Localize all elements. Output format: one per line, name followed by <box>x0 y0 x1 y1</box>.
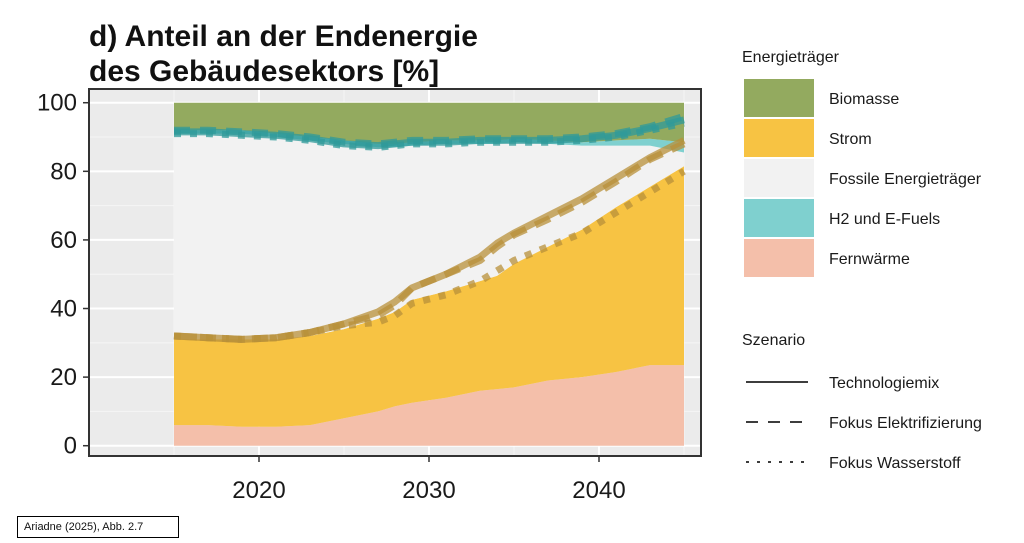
area-fossile-energietraeger <box>174 133 684 340</box>
legend-label-fernwaerme: Fernwärme <box>829 251 910 268</box>
source-note: Ariadne (2025), Abb. 2.7 <box>17 516 179 538</box>
x-axis: 2020 2030 2040 <box>232 456 626 504</box>
y-axis: 0 20 40 60 80 100 <box>37 90 89 460</box>
legend-swatch-biomasse <box>744 79 814 117</box>
area-fernwaerme <box>174 365 684 446</box>
legend-energy: Energieträger Biomasse Strom Fossile Energ… <box>742 49 982 277</box>
y-tick-label: 100 <box>37 90 77 117</box>
line-strom-fokus-elektrifizierung <box>173 140 686 343</box>
y-tick-label: 20 <box>50 364 77 391</box>
y-tick-label: 40 <box>50 296 77 323</box>
plot-border <box>88 88 702 457</box>
legend-label-h2-und-e-fuels: H2 und E-Fuels <box>829 211 940 228</box>
x-tick-label: 2020 <box>232 477 285 504</box>
legend-scenario-title: Szenario <box>742 332 805 349</box>
legend-label-biomasse: Biomasse <box>829 91 899 108</box>
legend-label-fokus-wasserstoff: Fokus Wasserstoff <box>829 455 961 472</box>
chart-title-line-1: d) Anteil an der Endenergie <box>89 20 478 53</box>
area-biomasse <box>174 102 684 144</box>
legend-swatch-h2-und-e-fuels <box>744 199 814 237</box>
chart-title: d) Anteil an der Endenergie des Gebäudes… <box>89 20 478 88</box>
line-strom-fokus-wasserstoff <box>173 168 686 343</box>
stacked-areas <box>174 102 684 446</box>
legend-label-strom: Strom <box>829 131 872 148</box>
x-tick-label: 2030 <box>402 477 455 504</box>
plot-frame <box>88 88 702 457</box>
legend-scenario: Szenario Technologiemix Fokus Elektrifizi… <box>742 332 982 472</box>
legend-label-fossile-energietraeger: Fossile Energieträger <box>829 171 982 188</box>
scenario-lines <box>173 113 686 343</box>
y-tick-label: 80 <box>50 158 77 185</box>
line-h2-und-e-fuels-fokus-wasserstoff <box>174 119 685 151</box>
y-tick-label: 60 <box>50 227 77 254</box>
legend-energy-title: Energieträger <box>742 49 840 66</box>
legend-label-technologiemix: Technologiemix <box>829 375 939 392</box>
x-tick-label: 2040 <box>572 477 625 504</box>
legend-label-fokus-elektrifizierung: Fokus Elektrifizierung <box>829 415 982 432</box>
y-tick-label: 0 <box>64 433 77 460</box>
chart-title-line-2: des Gebäudesektors [%] <box>89 55 439 88</box>
legend-swatch-strom <box>744 119 814 157</box>
legend-swatch-fernwaerme <box>744 239 814 277</box>
legend-swatch-fossile-energietraeger <box>744 159 814 197</box>
